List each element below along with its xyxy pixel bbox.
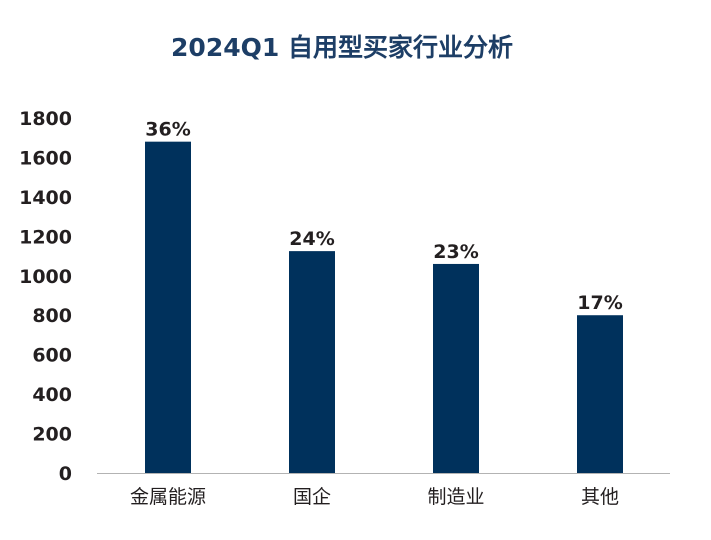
- data-label: 24%: [289, 228, 334, 250]
- y-tick-label: 0: [59, 463, 72, 485]
- bar: [577, 315, 623, 473]
- data-label: 17%: [577, 292, 622, 314]
- y-tick-label: 1000: [19, 266, 72, 288]
- bar: [145, 141, 191, 473]
- x-tick-label: 制造业: [427, 486, 484, 508]
- y-tick-label: 600: [32, 345, 72, 367]
- chart-title: 2024Q1 自用型买家行业分析: [171, 33, 513, 62]
- x-tick-label: 国企: [293, 486, 331, 508]
- y-tick-label: 800: [32, 305, 72, 327]
- y-tick-label: 1600: [19, 147, 72, 169]
- y-tick-label: 200: [32, 424, 72, 446]
- data-label: 23%: [433, 241, 478, 263]
- data-labels: 36% 24% 23% 17%: [145, 119, 622, 315]
- y-axis-ticks: 0 200 400 600 800 1000 1200 1400 1600 1800: [19, 108, 72, 485]
- x-tick-label: 金属能源: [130, 486, 206, 508]
- x-axis-ticks: 金属能源 国企 制造业 其他: [130, 486, 619, 508]
- bar: [433, 263, 479, 473]
- data-label: 36%: [145, 119, 190, 141]
- bars: [145, 141, 623, 473]
- bar: [289, 251, 335, 473]
- y-tick-label: 1400: [19, 187, 72, 209]
- y-tick-label: 400: [32, 384, 72, 406]
- x-tick-label: 其他: [581, 486, 619, 508]
- y-tick-label: 1800: [19, 108, 72, 130]
- y-tick-label: 1200: [19, 226, 72, 248]
